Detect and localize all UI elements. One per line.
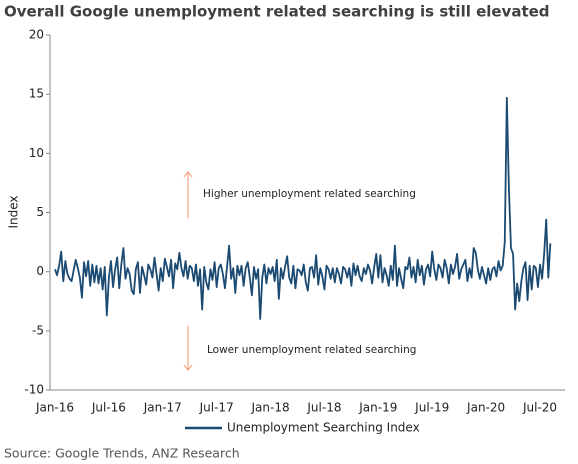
source: Source: Google Trends, ANZ Research <box>4 446 240 461</box>
arrow-head <box>183 364 193 371</box>
x-tick-label: Jul-19 <box>414 401 449 415</box>
x-tick-label: Jan-16 <box>35 401 74 415</box>
chart-title: Overall Google unemployment related sear… <box>4 3 550 21</box>
x-tick-label: Jul-17 <box>199 401 234 415</box>
x-tick-label: Jul-18 <box>306 401 341 415</box>
x-tick-label: Jan-17 <box>143 401 182 415</box>
data-line <box>54 96 552 320</box>
x-tick-label: Jan-20 <box>466 401 505 415</box>
x-tick-label: Jan-18 <box>251 401 290 415</box>
y-tick-label: 10 <box>29 146 44 160</box>
annotation: Higher unemployment related searching <box>203 188 416 200</box>
annotation: Lower unemployment related searching <box>207 344 416 356</box>
y-tick-label: -5 <box>32 323 44 337</box>
y-tick-label: 0 <box>36 264 44 278</box>
legend-label: Unemployment Searching Index <box>227 421 420 435</box>
x-tick-label: Jul-20 <box>522 401 557 415</box>
y-tick-label: 15 <box>29 87 44 101</box>
y-axis-label: Index <box>7 195 21 228</box>
y-tick-label: -10 <box>24 383 44 397</box>
y-tick-label: 5 <box>36 205 44 219</box>
arrow-head <box>183 171 193 178</box>
y-tick-label: 20 <box>29 28 44 42</box>
x-tick-label: Jan-19 <box>358 401 397 415</box>
x-tick-label: Jul-16 <box>91 401 126 415</box>
